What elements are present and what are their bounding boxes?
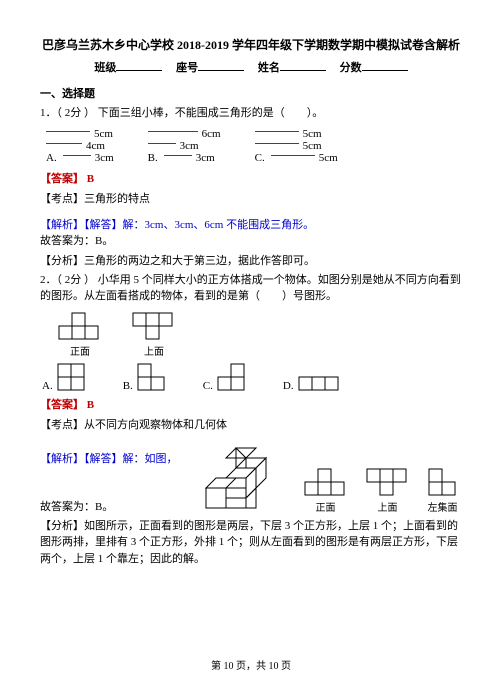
q2-views: 正面 上面 xyxy=(58,311,462,358)
shape-c-icon xyxy=(217,362,247,392)
q1-c-len1: 5cm xyxy=(303,128,322,140)
q2-letter-a: A. xyxy=(42,380,53,392)
q1-options: 5cm 4cm A.3cm 6cm 3cm B.3cm 5cm 5cm C.5c… xyxy=(46,128,462,164)
score-label: 分数 xyxy=(340,62,362,74)
section-title-1: 一、选择题 xyxy=(40,85,462,101)
q1-b-len3: 3cm xyxy=(196,152,215,164)
q2-stem: 2．（ 2分 ） 小华用 5 个同样大小的正方体搭成一个物体。如图分别是她从不同… xyxy=(40,272,462,305)
seat-blank xyxy=(198,60,244,71)
q2-view-top2: 上面 xyxy=(366,467,410,514)
q2-letter-b: B. xyxy=(123,380,133,392)
q2-option-a: A. xyxy=(42,362,87,392)
q2-point: 【考点】从不同方向观察物体和几何体 xyxy=(40,416,462,432)
q1-c-len2: 5cm xyxy=(303,140,322,152)
q1-a-len3: 3cm xyxy=(95,152,114,164)
q2-answer: 【答案】 B xyxy=(40,396,462,412)
q1-c-len3: 5cm xyxy=(319,152,338,164)
q1-a-len2: 4cm xyxy=(86,140,105,152)
left2-icon xyxy=(428,467,458,497)
top2-icon xyxy=(366,467,410,497)
q1-analysis: 【解析】【解答】解：3cm、3cm、6cm 不能围成三角形。 xyxy=(40,216,462,232)
page-title: 巴彦乌兰苏木乡中心学校 2018-2019 学年四年级下学期数学期中模拟试卷含解… xyxy=(40,36,462,53)
info-row: 班级 座号 姓名 分数 xyxy=(40,59,462,75)
q2-option-c: C. xyxy=(203,362,247,392)
front2-label: 正面 xyxy=(316,499,336,514)
class-blank xyxy=(116,60,162,71)
q1-answer: 【答案】 B xyxy=(40,170,462,186)
front-view-shape-icon xyxy=(58,311,102,341)
shape-d-icon xyxy=(298,376,340,392)
q2-letter-d: D. xyxy=(283,380,294,392)
q2-options: A. B. xyxy=(42,362,462,392)
q1-b-len1: 6cm xyxy=(202,128,221,140)
q1-a-len1: 5cm xyxy=(94,128,113,140)
cube-3d-icon xyxy=(196,438,286,514)
q2-view-front2: 正面 xyxy=(304,467,348,514)
seat-label: 座号 xyxy=(176,62,198,74)
shape-a-icon xyxy=(57,362,87,392)
name-blank xyxy=(280,60,326,71)
left2-label: 左集面 xyxy=(428,499,458,514)
top-view-shape-icon xyxy=(132,311,176,341)
front-label: 正面 xyxy=(70,343,90,358)
q1-option-a: 5cm 4cm A.3cm xyxy=(46,128,114,164)
q2-analysis: 【解析】【解答】解：如图， xyxy=(40,450,178,466)
q1-conclusion: 故答案为：B。 xyxy=(40,232,462,248)
class-label: 班级 xyxy=(94,62,116,74)
q1-b-len2: 3cm xyxy=(180,140,199,152)
page-footer: 第 10 页，共 10 页 xyxy=(12,657,490,672)
q2-top-view: 上面 xyxy=(132,311,176,358)
q1-fenxi: 【分析】三角形的两边之和大于第三边，据此作答即可。 xyxy=(40,252,462,268)
top2-label: 上面 xyxy=(378,499,398,514)
q2-front-view: 正面 xyxy=(58,311,102,358)
q2-fenxi: 【分析】如图所示，正面看到的图形是两层，下层 3 个正方形，上层 1 个；上面看… xyxy=(40,518,462,568)
shape-b-icon xyxy=(137,362,167,392)
q2-option-b: B. xyxy=(123,362,167,392)
q1-point: 【考点】三角形的特点 xyxy=(40,190,462,206)
q1-stem: 1．（ 2分 ） 下面三组小棒，不能围成三角形的是（ ）。 xyxy=(40,105,462,122)
q1-option-c: 5cm 5cm C.5cm xyxy=(255,128,338,164)
q1-option-b: 6cm 3cm B.3cm xyxy=(148,128,221,164)
q2-view-left2: 左集面 xyxy=(428,467,458,514)
q2-conclusion: 故答案为：B。 xyxy=(40,498,178,514)
front2-icon xyxy=(304,467,348,497)
q2-option-d: D. xyxy=(283,376,340,392)
top-label: 上面 xyxy=(144,343,164,358)
score-blank xyxy=(362,60,408,71)
q2-letter-c: C. xyxy=(203,380,213,392)
name-label: 姓名 xyxy=(258,62,280,74)
